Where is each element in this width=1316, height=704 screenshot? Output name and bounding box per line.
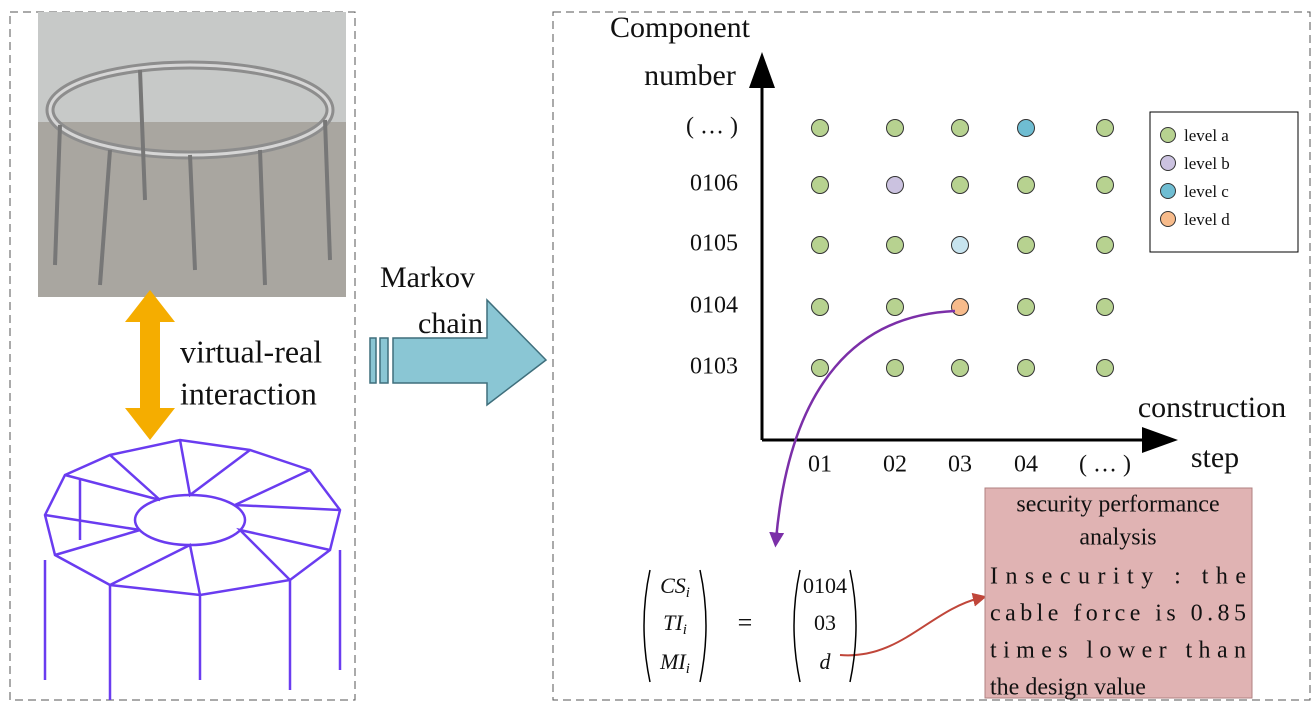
- box-body: Insecurity : the: [990, 564, 1246, 590]
- right-panel-frame: [552, 11, 1311, 701]
- level-dot: [886, 298, 904, 316]
- transition-label: chain: [418, 307, 483, 340]
- analysis-box: [984, 487, 1253, 699]
- column-label: 01: [808, 452, 832, 478]
- level-dot: [811, 119, 829, 137]
- wireframe-model: [43, 438, 342, 700]
- y-axis-label: number: [644, 59, 736, 92]
- term-sub: i: [686, 661, 690, 677]
- level-dot: [886, 359, 904, 377]
- formula-term: TIi: [663, 610, 687, 638]
- box-title: security performance: [1016, 492, 1219, 518]
- interaction-label: interaction: [180, 375, 317, 411]
- column-label: 04: [1014, 452, 1038, 478]
- legend-marker: [1160, 183, 1176, 199]
- term-sub: i: [686, 585, 690, 601]
- y-axis-label: Component: [610, 11, 751, 44]
- level-dot: [951, 359, 969, 377]
- column-label: 03: [948, 452, 972, 478]
- row-label: 0105: [690, 231, 738, 257]
- level-dot: [811, 298, 829, 316]
- row-label: 0104: [690, 293, 738, 319]
- box-body: cable force is 0.85: [990, 601, 1246, 627]
- legend-label: level a: [1184, 126, 1229, 145]
- box-body: the design value: [990, 675, 1146, 701]
- level-dot: [886, 176, 904, 194]
- level-dot: [1017, 298, 1035, 316]
- transition-label: Markov: [380, 261, 475, 294]
- link-arrow: [839, 592, 987, 657]
- legend-label: level d: [1184, 210, 1230, 229]
- level-dot: [1096, 359, 1114, 377]
- legend-marker: [1160, 127, 1176, 143]
- formula-value: d: [820, 649, 832, 674]
- term-name: CS: [660, 573, 686, 598]
- plot: Component number construction step ( … )…: [610, 11, 1299, 478]
- level-dot: [886, 119, 904, 137]
- formula-term: MIi: [659, 649, 690, 677]
- row-label: 0103: [690, 354, 738, 380]
- equals: =: [738, 608, 753, 637]
- formula-value: 03: [814, 610, 836, 635]
- level-dot: [1096, 119, 1114, 137]
- level-dot: [951, 298, 969, 316]
- level-dot: [1017, 359, 1035, 377]
- level-dot: [1096, 176, 1114, 194]
- legend-label: level b: [1184, 154, 1230, 173]
- level-dot: [811, 176, 829, 194]
- level-dot: [1017, 119, 1035, 137]
- row-label: ( … ): [686, 114, 738, 140]
- interaction-arrow: [125, 290, 175, 440]
- level-dot: [951, 176, 969, 194]
- level-dot: [951, 236, 969, 254]
- level-dot: [886, 236, 904, 254]
- box-title: analysis: [1079, 525, 1156, 551]
- term-name: MI: [659, 649, 687, 674]
- column-label: 02: [883, 452, 907, 478]
- interaction-label: virtual-real: [180, 333, 322, 369]
- test-photo: [38, 12, 346, 297]
- level-dot: [951, 119, 969, 137]
- level-dot: [1096, 298, 1114, 316]
- legend-marker: [1160, 155, 1176, 171]
- term-name: TI: [663, 610, 684, 635]
- link-arrow: [769, 309, 956, 548]
- column-label: ( … ): [1079, 452, 1131, 478]
- box-body: times lower than: [990, 638, 1246, 664]
- level-dot: [1017, 236, 1035, 254]
- formula-value: 0104: [803, 573, 847, 598]
- legend-label: level c: [1184, 182, 1229, 201]
- level-dot: [1017, 176, 1035, 194]
- term-sub: i: [683, 622, 687, 638]
- row-label: 0106: [690, 171, 738, 197]
- x-axis-label: step: [1191, 441, 1239, 474]
- level-dot: [811, 359, 829, 377]
- level-dot: [811, 236, 829, 254]
- level-dot: [1096, 236, 1114, 254]
- transition-arrow: [369, 298, 548, 407]
- x-axis-label: construction: [1138, 391, 1286, 424]
- legend-marker: [1160, 211, 1176, 227]
- formula-term: CSi: [660, 573, 690, 601]
